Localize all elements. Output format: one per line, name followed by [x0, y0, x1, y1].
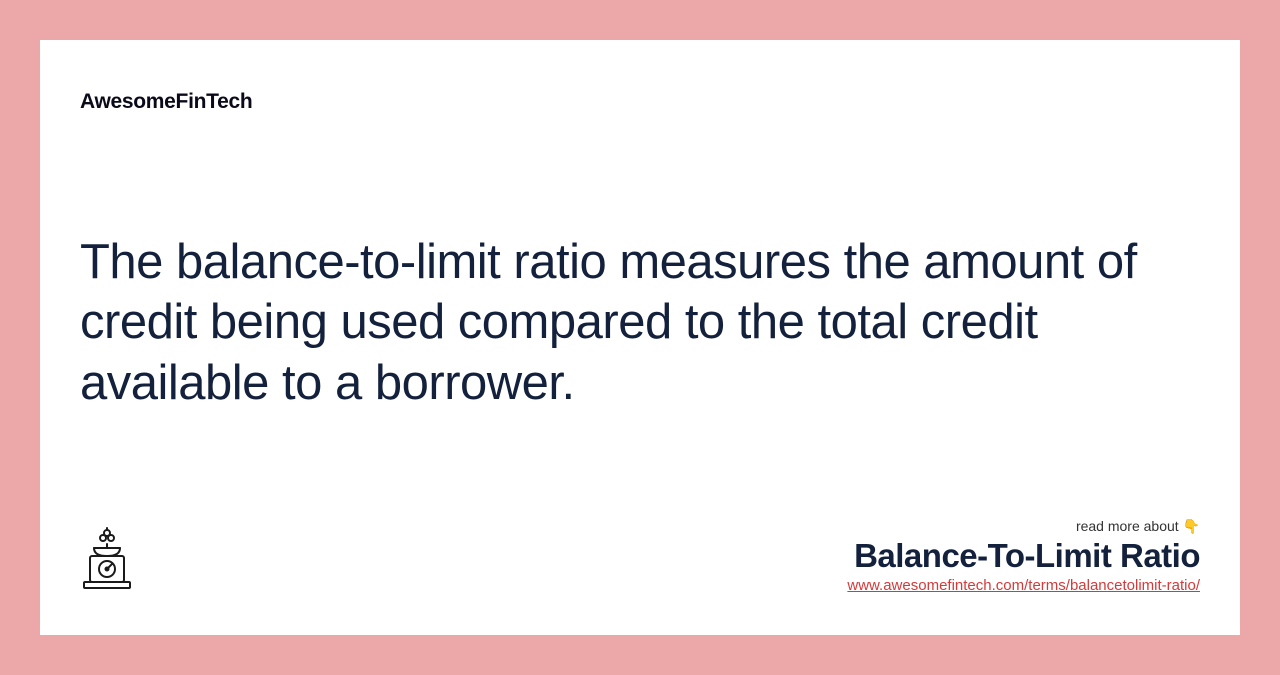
read-more-label: read more about 👇: [847, 518, 1200, 535]
definition-text: The balance-to-limit ratio measures the …: [80, 232, 1200, 413]
card-footer: read more about 👇 Balance-To-Limit Ratio…: [80, 518, 1200, 595]
info-card: AwesomeFinTech The balance-to-limit rati…: [40, 40, 1240, 635]
footer-info: read more about 👇 Balance-To-Limit Ratio…: [847, 518, 1200, 595]
term-link[interactable]: www.awesomefintech.com/terms/balancetoli…: [847, 577, 1200, 594]
scale-icon: [80, 526, 134, 595]
term-title: Balance-To-Limit Ratio: [847, 537, 1200, 575]
brand-logo: AwesomeFinTech: [80, 90, 1200, 114]
